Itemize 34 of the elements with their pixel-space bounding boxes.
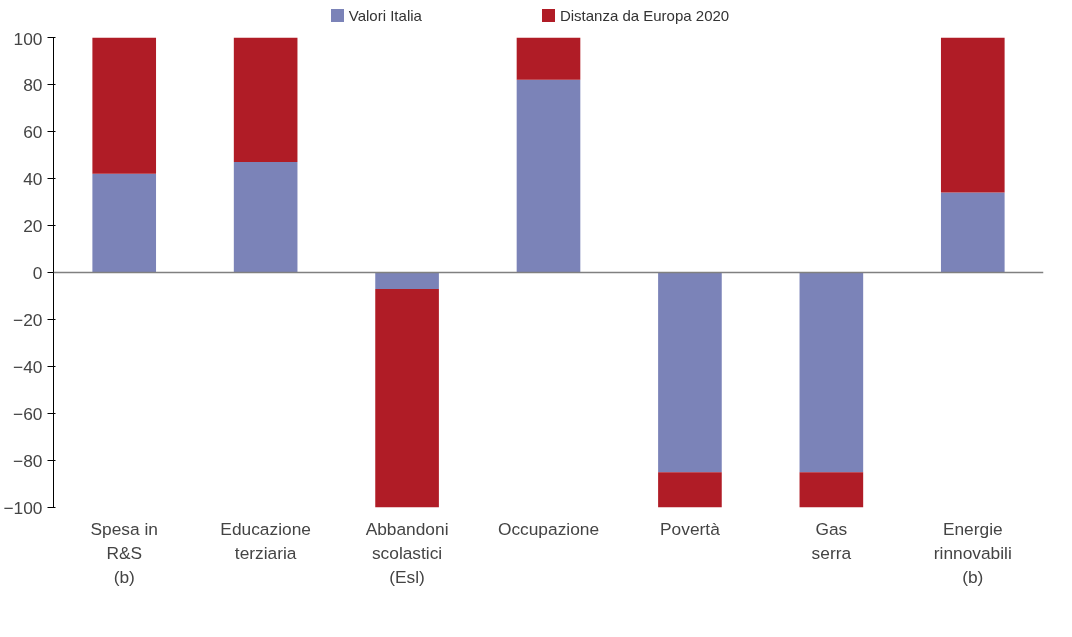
x-tick-label: Gas serra (811, 518, 852, 563)
y-tick-label: 20 (23, 215, 43, 236)
bar (799, 272, 864, 473)
bar (375, 288, 439, 508)
y-tick-label: 0 (32, 262, 43, 283)
bar (940, 192, 1005, 273)
y-tick-label: 60 (23, 121, 43, 142)
x-tick-label: Spesa in R&S (b) (90, 518, 158, 587)
y-tick-label: 40 (23, 168, 43, 189)
bar (92, 173, 157, 273)
bar (516, 79, 581, 273)
y-tick-label: 100 (13, 28, 43, 49)
bar (233, 37, 298, 163)
bar (92, 37, 157, 174)
x-tick-label: Abbandoni scolastici (Esl) (365, 518, 449, 587)
y-tick-label: −40 (13, 356, 43, 377)
bar (658, 472, 722, 508)
y-tick-label: −20 (13, 309, 43, 330)
y-tick-label: −100 (3, 497, 43, 518)
x-tick-label: Energie rinnovabili (b) (933, 518, 1012, 587)
bar (375, 272, 439, 289)
bar (799, 472, 864, 508)
legend-label: Valori Italia (348, 6, 422, 26)
y-tick-label: −80 (13, 450, 43, 471)
x-tick-label: Povertà (660, 518, 721, 539)
y-tick-label: 80 (23, 74, 43, 95)
bar (233, 162, 298, 273)
bar (658, 272, 722, 473)
x-tick-label: Educazione terziaria (220, 518, 311, 563)
y-tick-label: −60 (13, 403, 43, 424)
bar (516, 37, 581, 80)
legend-label: Distanza da Europa 2020 (559, 6, 730, 26)
x-tick-label: Occupazione (497, 518, 600, 539)
bar (940, 37, 1005, 193)
